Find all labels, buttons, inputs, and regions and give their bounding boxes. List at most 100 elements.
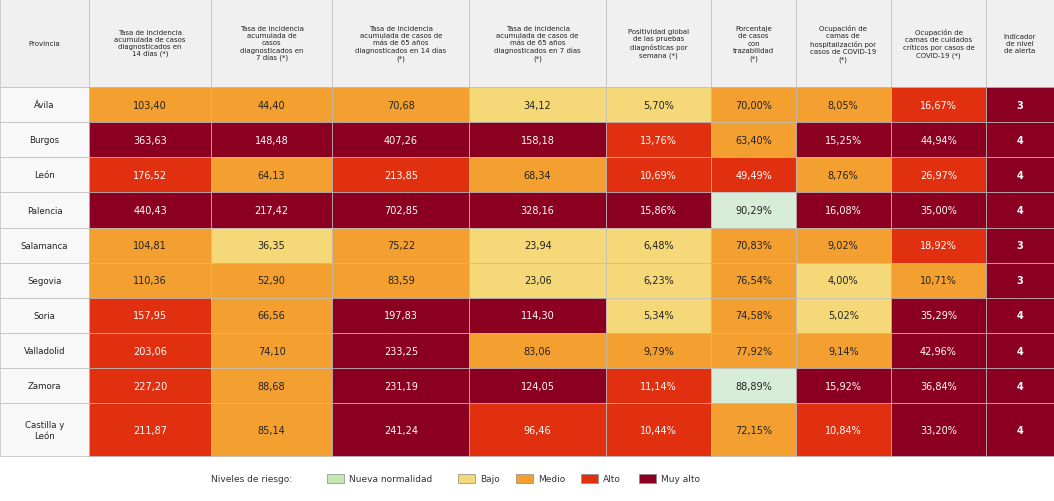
Text: 217,42: 217,42: [255, 205, 289, 215]
Text: 328,16: 328,16: [521, 205, 554, 215]
Bar: [469, 403, 606, 456]
Bar: [90, 193, 211, 228]
Bar: [796, 298, 891, 333]
Text: 70,83%: 70,83%: [735, 240, 772, 250]
Text: Tasa de incidencia
acumulada de casos de
más de 65 años
diagnosticados en 7 días: Tasa de incidencia acumulada de casos de…: [494, 26, 581, 62]
Text: 10,69%: 10,69%: [641, 170, 677, 180]
Text: 9,79%: 9,79%: [643, 346, 675, 356]
Bar: [891, 333, 987, 368]
Text: 36,84%: 36,84%: [920, 381, 957, 391]
Text: 44,94%: 44,94%: [920, 135, 957, 145]
Text: 203,06: 203,06: [133, 346, 167, 356]
Bar: [469, 263, 606, 298]
Bar: [332, 403, 469, 456]
Text: 49,49%: 49,49%: [735, 170, 772, 180]
Text: 4: 4: [1017, 170, 1023, 180]
Text: 9,14%: 9,14%: [827, 346, 859, 356]
Text: Indicador
de nivel
de alerta: Indicador de nivel de alerta: [1003, 34, 1036, 54]
Bar: [796, 123, 891, 158]
Bar: [0, 158, 90, 193]
Text: 157,95: 157,95: [133, 311, 167, 321]
Bar: [581, 474, 598, 482]
Text: Soria: Soria: [34, 311, 56, 320]
Bar: [0, 333, 90, 368]
Bar: [606, 333, 711, 368]
Text: Nueva normalidad: Nueva normalidad: [349, 474, 432, 483]
Text: 213,85: 213,85: [384, 170, 417, 180]
Text: 148,48: 148,48: [255, 135, 289, 145]
Text: 114,30: 114,30: [521, 311, 554, 321]
Bar: [711, 368, 796, 403]
Bar: [796, 193, 891, 228]
Bar: [211, 403, 332, 456]
Text: 702,85: 702,85: [384, 205, 417, 215]
Bar: [469, 368, 606, 403]
Bar: [211, 123, 332, 158]
Text: Ocupación de
camas de
hospitalización por
casos de COVID-19
(*): Ocupación de camas de hospitalización po…: [811, 25, 876, 63]
Text: 4: 4: [1017, 425, 1023, 435]
Text: 3: 3: [1017, 240, 1023, 250]
Text: 85,14: 85,14: [258, 425, 286, 435]
Text: Medio: Medio: [539, 474, 566, 483]
Text: 35,29%: 35,29%: [920, 311, 957, 321]
Bar: [711, 158, 796, 193]
Bar: [0, 263, 90, 298]
Text: 104,81: 104,81: [133, 240, 167, 250]
Text: Ocupación de
camas de cuidados
críticos por casos de
COVID-19 (*): Ocupación de camas de cuidados críticos …: [902, 29, 974, 59]
Bar: [606, 228, 711, 263]
Bar: [90, 403, 211, 456]
Bar: [332, 263, 469, 298]
Text: Segovia: Segovia: [27, 276, 62, 285]
Text: 52,90: 52,90: [257, 276, 286, 286]
Bar: [796, 228, 891, 263]
Text: Valladolid: Valladolid: [24, 346, 65, 355]
Bar: [987, 333, 1054, 368]
Bar: [0, 123, 90, 158]
Bar: [211, 263, 332, 298]
Bar: [987, 193, 1054, 228]
Text: 407,26: 407,26: [384, 135, 417, 145]
Text: 363,63: 363,63: [133, 135, 167, 145]
Text: 103,40: 103,40: [133, 100, 167, 110]
Text: 3: 3: [1017, 276, 1023, 286]
Text: Provincia: Provincia: [28, 41, 60, 47]
Bar: [469, 158, 606, 193]
Text: 88,89%: 88,89%: [735, 381, 772, 391]
Text: 23,94: 23,94: [524, 240, 551, 250]
Text: Porcentaje
de casos
con
trazabilidad
(*): Porcentaje de casos con trazabilidad (*): [733, 26, 774, 62]
Text: 75,22: 75,22: [387, 240, 415, 250]
Bar: [516, 474, 533, 482]
Bar: [90, 298, 211, 333]
Text: 68,34: 68,34: [524, 170, 551, 180]
Bar: [327, 474, 344, 482]
Text: 10,71%: 10,71%: [920, 276, 957, 286]
Text: 23,06: 23,06: [524, 276, 551, 286]
Bar: [332, 298, 469, 333]
Bar: [332, 228, 469, 263]
Bar: [711, 193, 796, 228]
Bar: [606, 263, 711, 298]
Bar: [211, 298, 332, 333]
Text: 42,96%: 42,96%: [920, 346, 957, 356]
Bar: [711, 88, 796, 123]
Bar: [469, 0, 606, 88]
Text: 5,02%: 5,02%: [827, 311, 859, 321]
Text: 231,19: 231,19: [384, 381, 417, 391]
Text: 26,97%: 26,97%: [920, 170, 957, 180]
Bar: [711, 263, 796, 298]
Text: Palencia: Palencia: [26, 206, 62, 215]
Text: 66,56: 66,56: [258, 311, 286, 321]
Text: 124,05: 124,05: [521, 381, 554, 391]
Bar: [606, 193, 711, 228]
Text: 110,36: 110,36: [133, 276, 167, 286]
Bar: [987, 298, 1054, 333]
Bar: [796, 368, 891, 403]
Text: 36,35: 36,35: [258, 240, 286, 250]
Text: 241,24: 241,24: [384, 425, 417, 435]
Text: 33,20%: 33,20%: [920, 425, 957, 435]
Text: Muy alto: Muy alto: [661, 474, 700, 483]
Bar: [0, 88, 90, 123]
Text: 5,70%: 5,70%: [643, 100, 675, 110]
Bar: [332, 193, 469, 228]
Text: 8,76%: 8,76%: [827, 170, 859, 180]
